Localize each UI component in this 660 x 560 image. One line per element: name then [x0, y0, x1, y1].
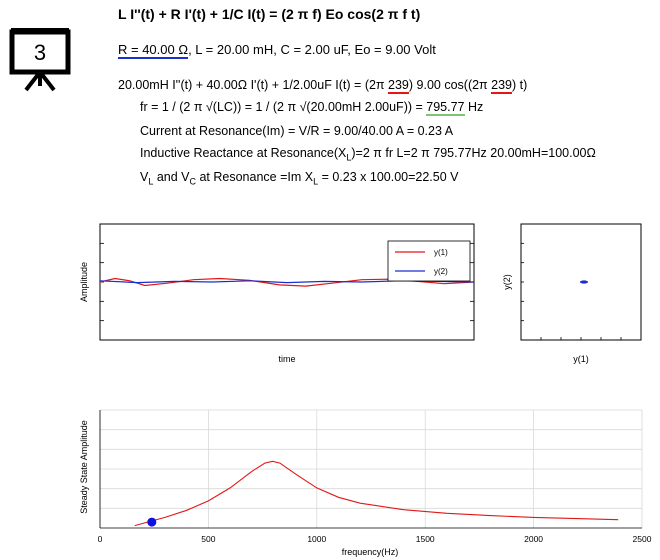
- frequency-response-chart: 0 500 1000 1500 2000 2500 frequency(Hz) Stead…: [79, 409, 652, 557]
- freq-xtick-label: 2000: [524, 534, 543, 544]
- resistance-value: R = 40.00 Ω: [118, 42, 189, 59]
- freq-ylabel: Steady State Amplitude: [79, 420, 89, 514]
- phase-plot: y(1) y(2): [502, 223, 642, 364]
- vlc-c: at Resonance =Im X: [196, 170, 314, 184]
- freq-xtick-label: 1000: [307, 534, 326, 544]
- parameters-rest: , L = 20.00 mH, C = 2.00 uF, Eo = 9.00 V…: [188, 42, 436, 57]
- legend-label-y2: y(2): [434, 267, 448, 276]
- phase-plot-ticks: [521, 242, 622, 340]
- amplitude-curve: [134, 460, 619, 527]
- voltage-at-resonance-line: VL and VC at Resonance =Im XL = 0.23 x 1…: [140, 170, 459, 187]
- phase-ylabel: y(2): [502, 274, 512, 290]
- steady-post: ) t): [512, 78, 528, 92]
- phase-xlabel: y(1): [573, 354, 589, 364]
- frequency-value-1: 239: [388, 78, 409, 94]
- freq-xtick-label: 500: [201, 534, 215, 544]
- frequency-value-2: 239: [491, 78, 513, 94]
- parameters-line: R = 40.00 Ω, L = 20.00 mH, C = 2.00 uF, …: [118, 42, 436, 59]
- legend-label-y1: y(1): [434, 248, 448, 257]
- slide-number: 3: [34, 40, 46, 65]
- vlc-a-sub: L: [148, 176, 154, 187]
- vlc-d: = 0.23 x 100.00=22.50 V: [318, 170, 459, 184]
- vlc-b: and V: [153, 170, 190, 184]
- xl-post: )=2 π fr L=2 π 795.77Hz 20.00mH=100.00Ω: [351, 146, 596, 160]
- time-xlabel: time: [278, 354, 295, 364]
- vlc-c-sub: L: [313, 176, 319, 187]
- fr-unit: Hz: [464, 100, 484, 114]
- phase-plot-points: [580, 280, 588, 284]
- xl-sub: L: [346, 152, 352, 163]
- steady-mid: ) 9.00 cos((2π: [408, 78, 492, 92]
- current-at-resonance-line: Current at Resonance(Im) = V/R = 9.00/40…: [140, 124, 454, 138]
- vlc-b-sub: C: [189, 176, 197, 187]
- header-panel: 3 L I''(t) + R I'(t) + 1/C I(t) = (2 π f…: [0, 0, 660, 200]
- inductive-reactance-line: Inductive Reactance at Resonance(XL)=2 π…: [140, 146, 596, 163]
- freq-xtick-label: 1500: [416, 534, 435, 544]
- freq-xtick-label: 2500: [633, 534, 652, 544]
- time-ylabel: Amplitude: [79, 262, 89, 302]
- steady-state-equation: 20.00mH I''(t) + 40.00Ω I'(t) + 1/2.00uF…: [118, 78, 528, 94]
- freq-xtick-label: 0: [98, 534, 103, 544]
- xl-pre: Inductive Reactance at Resonance(X: [140, 146, 347, 160]
- freq-xlabel: frequency(Hz): [342, 547, 399, 557]
- fr-value: 795.77: [426, 100, 465, 116]
- equation-title: L I''(t) + R I'(t) + 1/C I(t) = (2 π f) …: [118, 6, 421, 22]
- legend-box: [387, 240, 471, 282]
- resonant-frequency-line: fr = 1 / (2 π √(LC)) = 1 / (2 π √(20.00m…: [140, 100, 484, 116]
- time-plot-legend: y(1) y(2): [387, 240, 471, 282]
- presentation-board-icon[interactable]: 3: [8, 18, 78, 94]
- phase-point: [580, 280, 588, 284]
- time-amplitude-chart: y(1) y(2) time Amplitude: [79, 223, 475, 364]
- vlc-a: V: [140, 170, 149, 184]
- freq-plot-ticks: 0 500 1000 1500 2000 2500: [98, 410, 652, 544]
- freq-plot-series: [134, 460, 619, 527]
- freq-plot-grid: [99, 409, 643, 528]
- current-frequency-marker[interactable]: [147, 517, 157, 527]
- fr-formula: fr = 1 / (2 π √(LC)) = 1 / (2 π √(20.00m…: [140, 100, 427, 114]
- steady-pre: 20.00mH I''(t) + 40.00Ω I'(t) + 1/2.00uF…: [118, 78, 389, 92]
